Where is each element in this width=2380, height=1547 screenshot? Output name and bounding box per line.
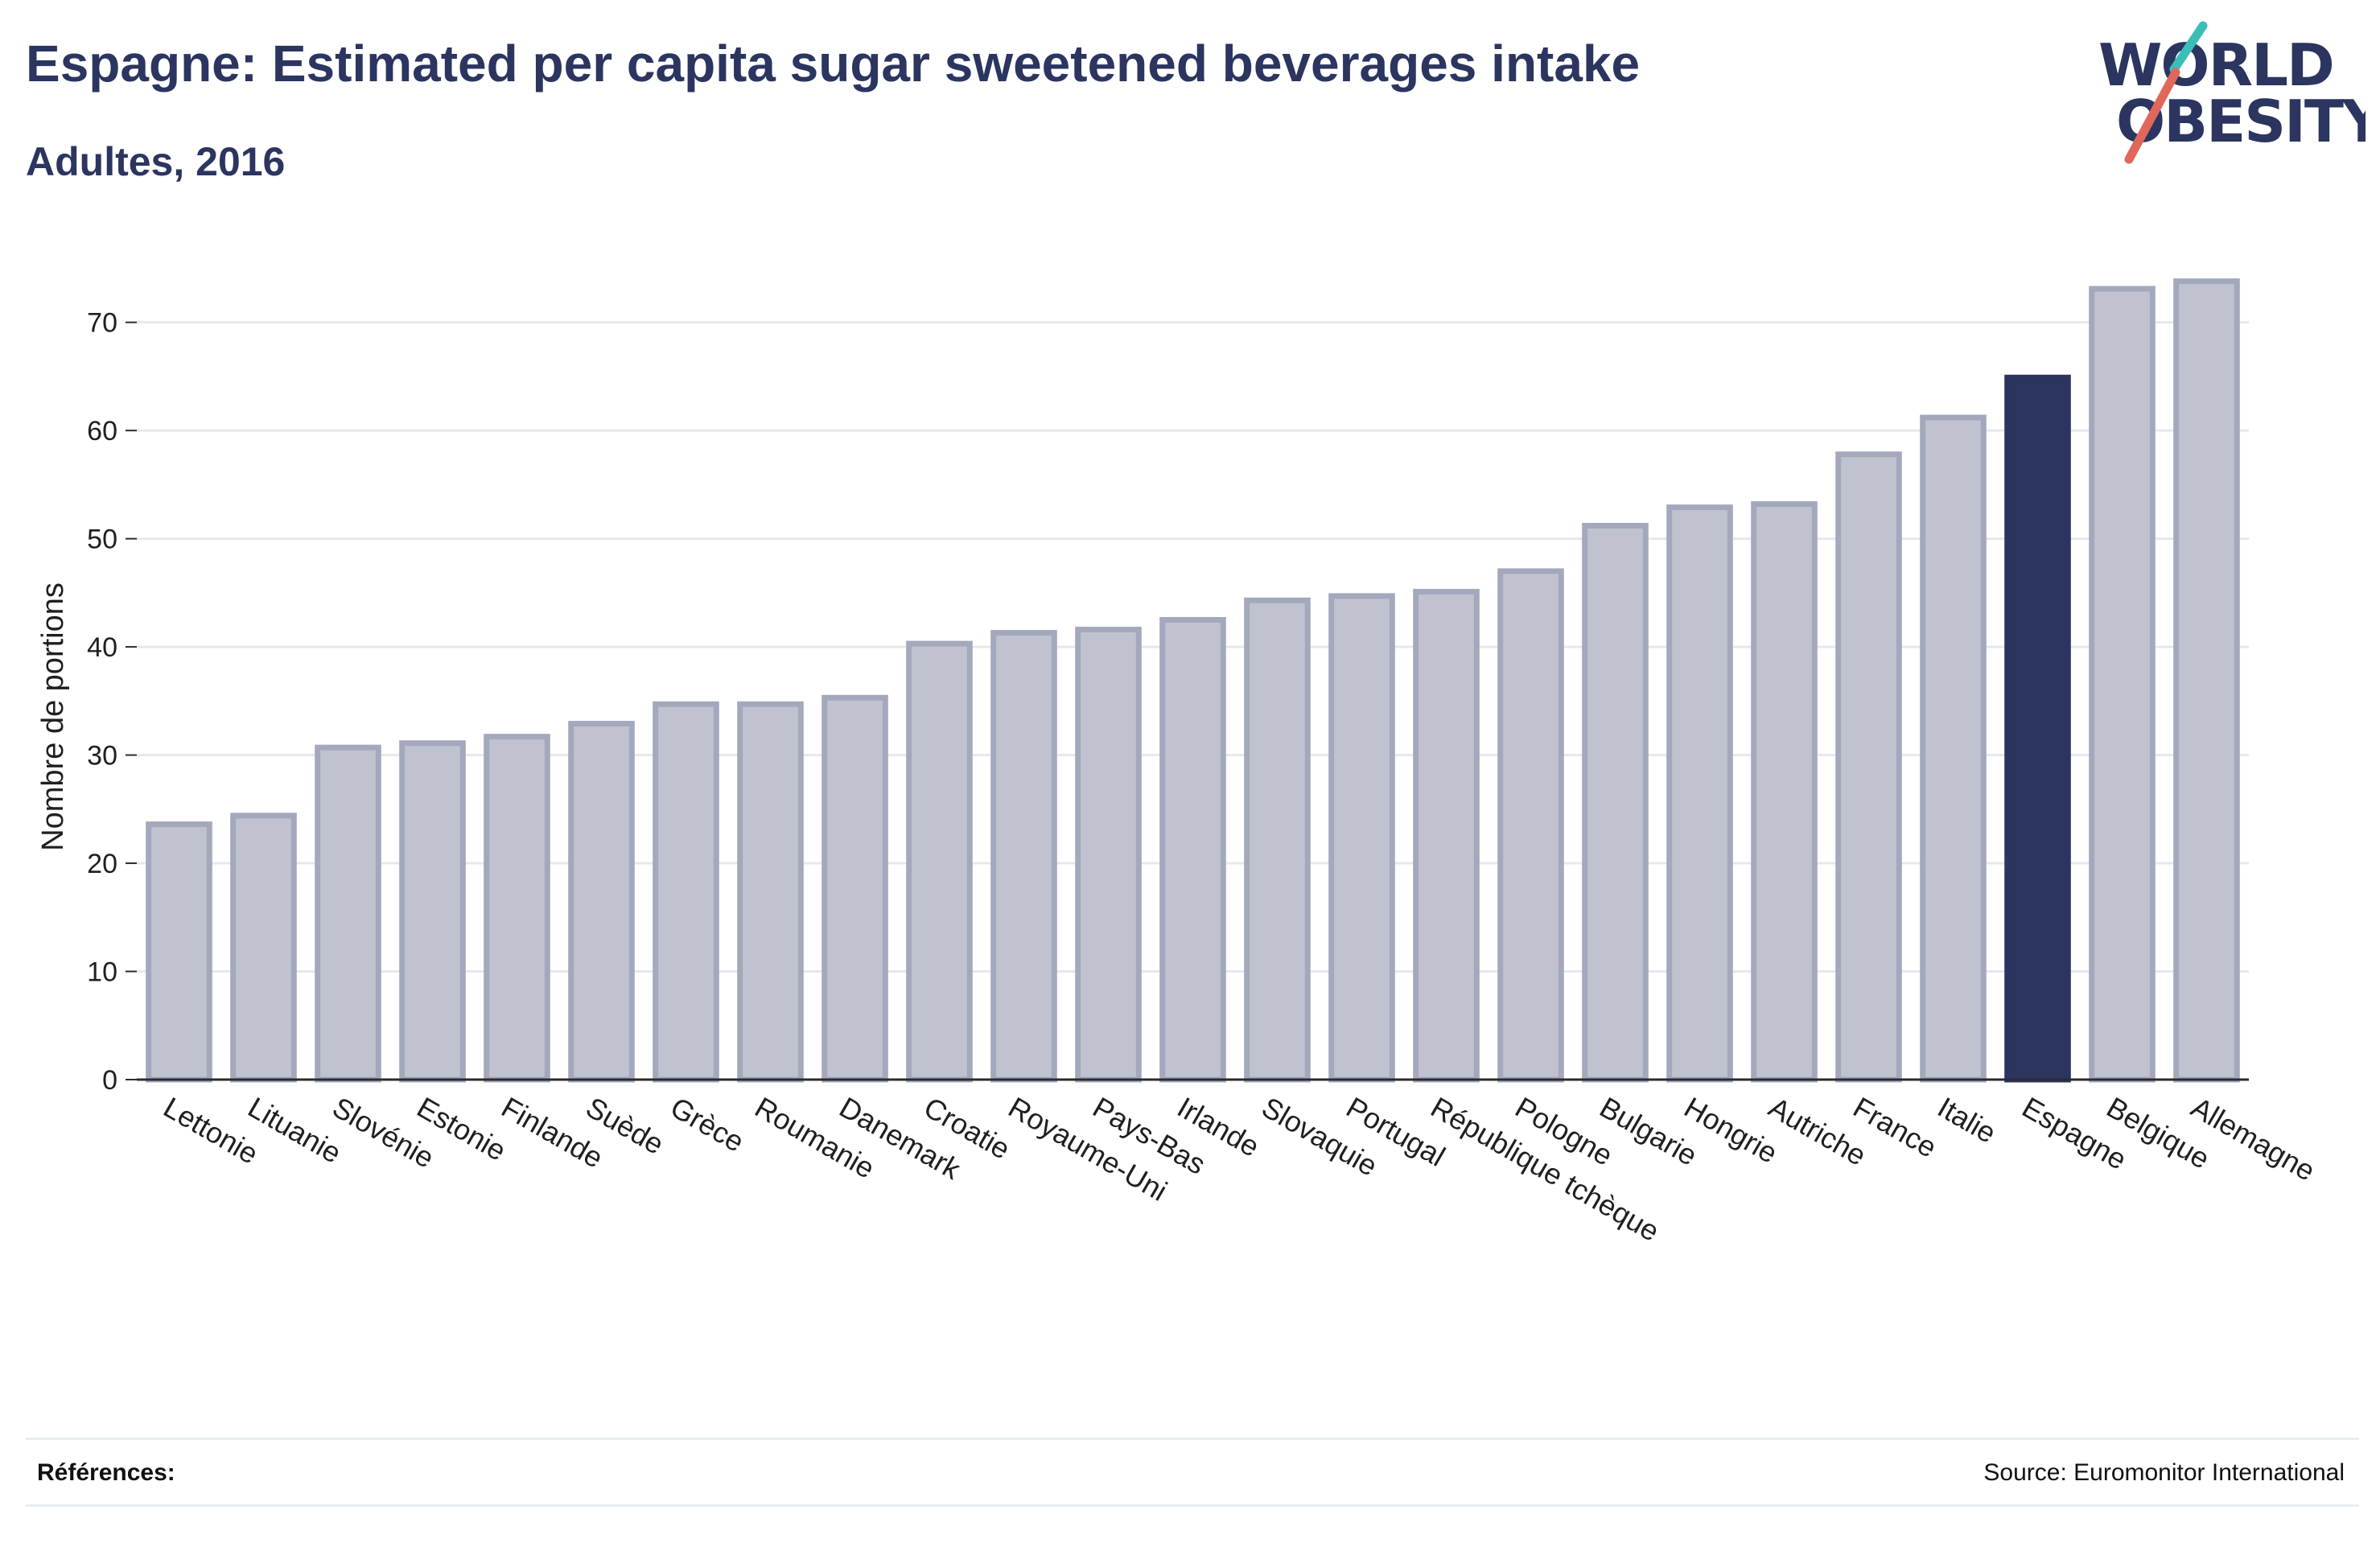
x-tick-label: Bulgarie xyxy=(1595,1090,1703,1172)
bar-chart: 0 10 20 30 40 50 60 70 LettonieLituanieSlovénie… xyxy=(36,278,2321,1248)
bar-lettonie xyxy=(146,821,212,1083)
y-tick-label: 0 xyxy=(102,1065,117,1096)
bar-italie xyxy=(1920,414,1987,1083)
bar-allemagne xyxy=(2173,278,2240,1083)
x-tick-label: Lettonie xyxy=(159,1090,264,1171)
bar-pays-bas xyxy=(1075,627,1142,1083)
bar-portugal xyxy=(1328,593,1395,1083)
bar-roumanie xyxy=(737,701,804,1083)
bar-royaume-uni xyxy=(990,630,1057,1083)
y-tick-label: 10 xyxy=(87,957,117,988)
bar-finlande xyxy=(484,734,550,1083)
x-tick-label: Autriche xyxy=(1764,1090,1872,1172)
y-tick-label: 40 xyxy=(87,632,117,663)
y-tick-label: 20 xyxy=(87,849,117,879)
axes: 0 10 20 30 40 50 60 70 xyxy=(87,308,2249,1096)
bar-danemark xyxy=(821,694,888,1083)
y-tick-label: 50 xyxy=(87,525,117,555)
x-tick-label: Grèce xyxy=(665,1090,750,1158)
logo-slash-top xyxy=(2169,21,2208,74)
bar-slov-nie xyxy=(315,744,381,1083)
bar-estonie xyxy=(399,740,466,1083)
bar-gr-ce xyxy=(653,701,719,1083)
logo-word-world: WORLD xyxy=(2098,31,2333,99)
y-axis-title: Nombre de portions xyxy=(36,582,70,851)
bar-belgique xyxy=(2089,286,2156,1083)
world-obesity-logo: WORLD OBESITY xyxy=(2098,21,2366,164)
bar-autriche xyxy=(1751,501,1818,1083)
bars xyxy=(146,278,2240,1083)
category-labels: LettonieLituanieSlovénieEstonieFinlandeS… xyxy=(159,1090,2321,1248)
x-tick-label: Italie xyxy=(1933,1090,2002,1150)
bar-bulgarie xyxy=(1582,522,1649,1083)
bar-pologne xyxy=(1497,568,1564,1083)
bar-irlande xyxy=(1159,616,1226,1083)
bar-espagne xyxy=(2004,374,2071,1083)
y-tick-label: 70 xyxy=(87,308,117,339)
footer-divider-bottom xyxy=(26,1504,2359,1507)
bar-croatie xyxy=(906,640,973,1083)
bar-slovaquie xyxy=(1244,597,1311,1083)
bar-su-de xyxy=(568,721,635,1083)
logo-slash-bottom xyxy=(2124,68,2180,164)
x-tick-label: Allemagne xyxy=(2186,1090,2321,1187)
chart-title: Espagne: Estimated per capita sugar swee… xyxy=(26,35,1641,93)
source-text: Source: Euromonitor International xyxy=(1983,1459,2345,1486)
chart-subtitle: Adultes, 2016 xyxy=(26,139,286,184)
bar-r-publique-tch-que xyxy=(1413,589,1480,1083)
bar-lituanie xyxy=(230,813,297,1083)
footer-divider-top xyxy=(26,1438,2359,1440)
x-tick-label: Lituanie xyxy=(243,1090,348,1170)
bar-france xyxy=(1835,451,1902,1083)
y-tick-label: 60 xyxy=(87,416,117,446)
y-tick-label: 30 xyxy=(87,741,117,771)
references-label: Références: xyxy=(37,1459,175,1486)
bar-hongrie xyxy=(1666,504,1733,1083)
